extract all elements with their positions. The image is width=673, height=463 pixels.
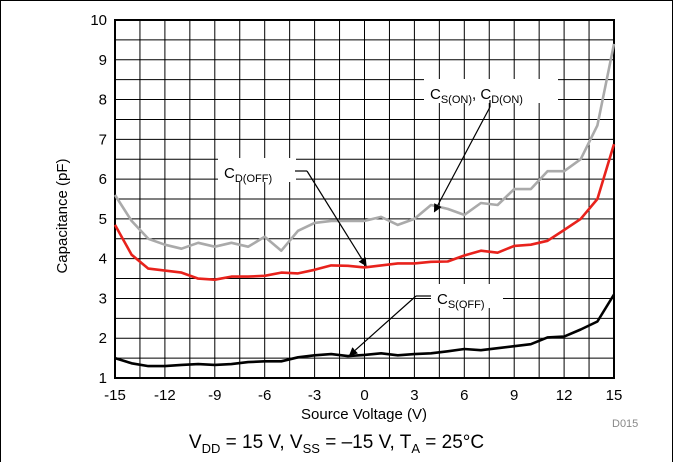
annotation-cs-off-box <box>431 284 503 308</box>
vss-base: V <box>289 432 303 453</box>
plot-border <box>114 19 615 379</box>
y-tick-label: 2 <box>99 330 107 347</box>
vdd-value: = 15 V, <box>220 432 290 453</box>
annotation-cs-on-cd-on: CS(ON), CD(ON) <box>424 79 558 106</box>
series-layer <box>113 43 616 368</box>
y-tick-label: 5 <box>99 211 107 228</box>
annotation-cd-off-box <box>218 158 296 182</box>
series-line-cd-off <box>113 143 616 282</box>
leader-arrow <box>306 170 367 267</box>
x-tick-label: 9 <box>510 387 518 404</box>
x-tick-label: -6 <box>258 387 271 404</box>
y-tick-label: 3 <box>99 290 107 307</box>
vdd-base: V <box>188 432 202 453</box>
ta-value: = 25°C <box>420 432 485 453</box>
grid <box>114 19 615 379</box>
figure-code: D015 <box>612 418 639 430</box>
x-tick-label: 15 <box>606 387 623 404</box>
annotation-cd-off: CD(OFF) <box>218 158 296 185</box>
y-tick-label: 9 <box>99 52 107 69</box>
x-tick-label: 3 <box>410 387 418 404</box>
conditions-caption: VDD = 15 V, VSS = –15 V, TA = 25°C <box>0 432 673 456</box>
vdd-sub: DD <box>201 440 221 456</box>
annotation-cs-off: CS(OFF) <box>431 284 503 311</box>
annotation-cs-off-text: CS(OFF) <box>437 291 485 311</box>
leader-arrow <box>433 106 491 213</box>
annotation-cs-on-cd-on-box <box>424 79 558 103</box>
vss-value: = –15 V, <box>319 432 400 453</box>
leader-arrow <box>348 295 417 356</box>
y-tick-label: 7 <box>99 131 107 148</box>
x-tick-label: -9 <box>208 387 221 404</box>
y-tick-label: 1 <box>99 370 107 387</box>
vss-sub: SS <box>302 440 320 456</box>
series-line-cs-on-cd-on <box>113 43 616 252</box>
x-tick-label: 12 <box>556 387 573 404</box>
x-tick-label: -15 <box>104 387 126 404</box>
x-tick-label: 0 <box>360 387 368 404</box>
x-axis-label: Source Voltage (V) <box>301 406 427 423</box>
series-line-cs-off <box>114 293 616 368</box>
annotation-layer: CS(ON), CD(ON) CD(OFF) CS(OFF) <box>218 79 558 356</box>
y-tick-label: 6 <box>99 171 107 188</box>
y-tick-label: 10 <box>90 12 107 29</box>
x-tick-label: 6 <box>460 387 468 404</box>
x-tick-label: -3 <box>308 387 321 404</box>
y-axis-label: Capacitance (pF) <box>54 158 71 273</box>
annotation-cd-off-text: CD(OFF) <box>224 165 272 185</box>
y-tick-label: 8 <box>99 92 107 109</box>
x-tick-label: -12 <box>154 387 176 404</box>
y-tick-label: 4 <box>99 251 107 268</box>
annotation-cs-on-cd-on-text: CS(ON), CD(ON) <box>430 86 523 106</box>
ta-sub: A <box>411 440 420 456</box>
ta-base: T <box>399 432 412 453</box>
